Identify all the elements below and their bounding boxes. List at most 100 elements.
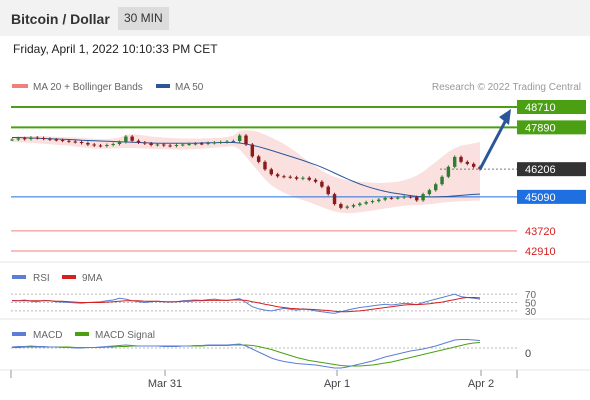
timestamp: Friday, April 1, 2022 10:10:33 PM CET <box>13 42 218 56</box>
candle-body <box>301 177 305 179</box>
rsi-legend-label: RSI <box>33 273 50 284</box>
macd-legend-label: MACD <box>33 330 62 341</box>
candle-body <box>250 144 255 157</box>
candle-body <box>143 142 147 144</box>
rsi-ma-legend-label: 9MA <box>82 273 103 284</box>
candle-body <box>427 190 432 195</box>
candle-body <box>187 143 191 145</box>
candle-body <box>452 156 457 167</box>
candle-body <box>54 139 58 141</box>
ma50-legend-label: MA 50 <box>175 82 204 93</box>
candle-body <box>377 199 381 202</box>
candle-body <box>358 203 362 206</box>
candle-body <box>237 135 242 142</box>
candle-body <box>73 141 77 143</box>
chart-header: Bitcoin / Dollar 30 MIN <box>0 0 590 36</box>
candle-body <box>396 197 400 199</box>
macd-legend-swatch <box>12 332 26 336</box>
bollinger-band <box>12 130 480 214</box>
resistance-level-label: 47890 <box>525 122 556 134</box>
projection-arrow-line <box>478 117 509 170</box>
projection-arrow-head <box>499 109 511 125</box>
candle-body <box>86 143 90 145</box>
candle-body <box>193 143 198 145</box>
candle-body <box>320 181 324 187</box>
candle-body <box>459 156 463 162</box>
candle-body <box>294 177 299 179</box>
credit-text: Research © 2022 Trading Central <box>432 82 581 93</box>
candle-body <box>269 169 274 175</box>
rsi-ma-legend-swatch <box>62 275 76 279</box>
candle-body <box>41 138 46 140</box>
candle-body <box>389 197 394 199</box>
candle-body <box>111 143 115 145</box>
resistance-level-tag <box>517 120 586 135</box>
macd-zero-label: 0 <box>525 348 531 360</box>
candle-body <box>149 143 153 145</box>
candle-body <box>218 142 223 144</box>
candle-body <box>29 137 33 140</box>
candle-body <box>307 177 311 180</box>
candle-body <box>345 206 349 208</box>
candle-body <box>124 136 128 143</box>
rsi-level-label: 30 <box>525 307 537 318</box>
bollinger-legend-label: MA 20 + Bollinger Bands <box>33 82 143 93</box>
candle-body <box>92 144 96 146</box>
candle-body <box>174 144 179 146</box>
rsi-legend-swatch <box>12 275 26 279</box>
x-axis-label: Apr 2 <box>468 378 494 390</box>
candle-body <box>421 194 425 201</box>
candle-body <box>402 196 406 198</box>
candle-body <box>155 144 160 146</box>
support-level-tag <box>517 189 586 204</box>
candle-body <box>408 196 413 198</box>
candle-body <box>275 174 280 177</box>
macd-signal-legend-swatch <box>75 332 89 336</box>
candle-body <box>370 201 375 203</box>
candle-body <box>326 186 330 195</box>
resistance-level-tag <box>517 100 586 114</box>
rsi-level-label: 70 <box>525 290 537 301</box>
candle-body <box>465 161 470 164</box>
candle-body <box>60 140 65 142</box>
candle-body <box>225 141 229 143</box>
candle-body <box>105 144 109 146</box>
candle-body <box>332 194 337 205</box>
candle-body <box>364 202 368 204</box>
candle-body <box>256 156 261 162</box>
macd-line <box>11 339 481 369</box>
candle-body <box>339 204 343 208</box>
candle-body <box>98 145 103 147</box>
candle-body <box>288 176 292 178</box>
support-level-label: 45090 <box>525 192 556 204</box>
candle-body <box>168 145 172 147</box>
candle-body <box>117 142 122 144</box>
candle-body <box>16 138 21 140</box>
resistance-level-label: 48710 <box>525 102 556 114</box>
candle-body <box>181 144 185 146</box>
rsi-level-label: 50 <box>525 299 537 310</box>
timeframe-badge[interactable]: 30 MIN <box>118 7 169 30</box>
candle-body <box>282 176 286 178</box>
candle-body <box>162 144 166 146</box>
candle-body <box>313 179 318 182</box>
x-axis-label: Mar 31 <box>148 378 182 390</box>
instrument-title: Bitcoin / Dollar <box>11 11 110 27</box>
candle-body <box>212 142 217 144</box>
candle-body <box>383 197 387 200</box>
candle-body <box>130 136 134 141</box>
rsi-ma-line <box>12 297 481 313</box>
candle-body <box>79 142 84 144</box>
candle-body <box>263 161 267 170</box>
rsi-line <box>11 293 481 314</box>
current-price-label: 46206 <box>525 164 556 176</box>
x-axis-label: Apr 1 <box>324 378 350 390</box>
candle-body <box>231 141 236 143</box>
candle-body <box>351 205 356 207</box>
candle-body <box>10 139 14 141</box>
candle-body <box>415 197 419 201</box>
candle-body <box>35 137 40 139</box>
candle-body <box>446 166 451 177</box>
ma50-legend-swatch <box>156 84 170 88</box>
